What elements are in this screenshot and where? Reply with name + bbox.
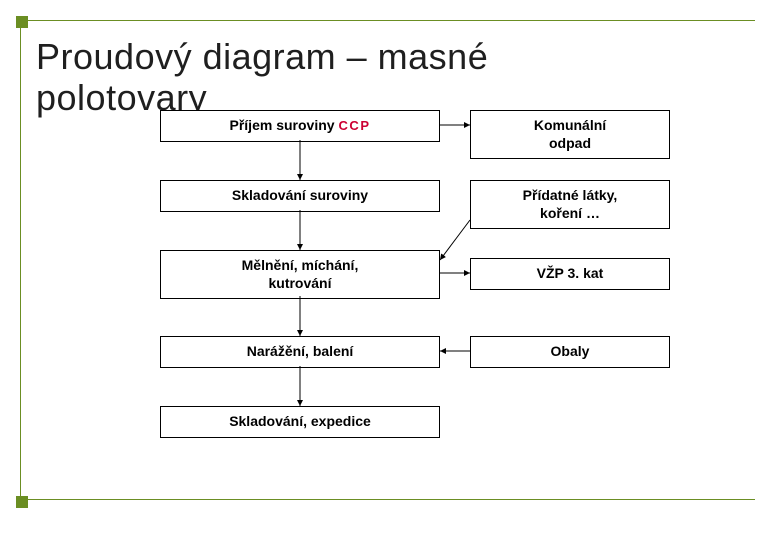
node-pridatne-latky: Přídatné látky, koření … — [470, 180, 670, 229]
node-label: VŽP 3. kat — [537, 265, 604, 281]
node-label-l1: Komunální — [534, 117, 606, 133]
node-komunalni-odpad: Komunální odpad — [470, 110, 670, 159]
node-narazeni-baleni: Narážění, balení — [160, 336, 440, 368]
node-label: Skladování, expedice — [229, 413, 371, 429]
node-obaly: Obaly — [470, 336, 670, 368]
edge-b2-a3 — [440, 220, 470, 260]
node-prijem-suroviny: Příjem suroviny CCP — [160, 110, 440, 142]
node-label: Narážění, balení — [247, 343, 354, 359]
frame-corner-tl — [16, 16, 28, 28]
node-vzp-3kat: VŽP 3. kat — [470, 258, 670, 290]
node-melneni-michani: Mělnění, míchání, kutrování — [160, 250, 440, 299]
node-label-l2: odpad — [549, 135, 591, 151]
page-title: Proudový diagram – masné polotovary — [36, 36, 488, 119]
ccp-badge: CCP — [339, 118, 371, 133]
title-line1: Proudový diagram – masné — [36, 36, 488, 77]
node-skladovani-suroviny: Skladování suroviny — [160, 180, 440, 212]
node-label-l1: Mělnění, míchání, — [242, 257, 359, 273]
node-label-l2: kutrování — [268, 275, 331, 291]
node-label-l1: Přídatné látky, — [523, 187, 618, 203]
node-label: Obaly — [551, 343, 590, 359]
node-label-l2: koření … — [540, 205, 600, 221]
node-skladovani-expedice: Skladování, expedice — [160, 406, 440, 438]
node-label: Skladování suroviny — [232, 187, 368, 203]
flow-diagram: Příjem suroviny CCP Skladování suroviny M… — [20, 110, 755, 505]
diagram-arrows — [20, 110, 755, 505]
node-label: Příjem suroviny — [230, 117, 335, 133]
